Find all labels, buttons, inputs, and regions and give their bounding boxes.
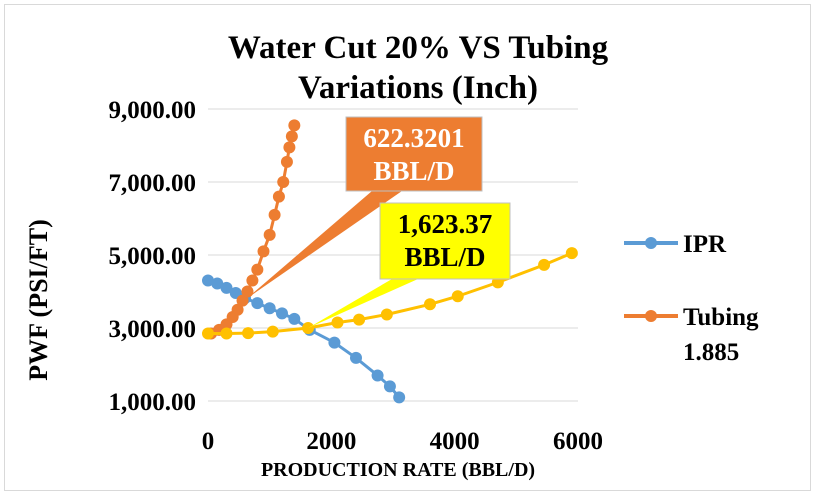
chart-title-line-1: Water Cut 20% VS Tubing [228, 30, 609, 66]
data-point [288, 313, 300, 325]
y-tick-label: 9,000.00 [109, 97, 197, 124]
data-point [264, 302, 276, 314]
legend-tubing-marker [645, 310, 657, 322]
x-tick-label: 2000 [306, 428, 356, 455]
callout-label: BBL/D [373, 156, 454, 186]
legend-ipr-marker [645, 237, 657, 249]
y-axis-title: PWF (PSI/FT) [24, 219, 53, 381]
callout-label: BBL/D [404, 242, 485, 272]
data-point [538, 259, 550, 271]
data-point [452, 290, 464, 302]
callout-label: 622.3201 [363, 123, 464, 153]
data-point [202, 327, 214, 339]
data-point [353, 314, 365, 326]
data-point [251, 264, 263, 276]
x-tick-label: 6000 [553, 428, 603, 455]
chart-title-line-2: Variations (Inch) [298, 70, 538, 106]
y-tick-label: 1,000.00 [109, 389, 197, 416]
y-tick-label: 3,000.00 [109, 316, 197, 343]
data-point [283, 141, 295, 153]
data-point [332, 317, 344, 329]
data-point [273, 191, 285, 203]
data-point [242, 327, 254, 339]
legend-tubing-label-line-2: 1.885 [683, 339, 739, 366]
data-point [267, 326, 279, 338]
legend-tubing-label-line-1: Tubing [683, 304, 759, 331]
data-point [288, 119, 300, 131]
data-point [276, 307, 288, 319]
data-point [424, 298, 436, 310]
data-point [251, 297, 263, 309]
data-point [302, 322, 314, 334]
data-point [264, 229, 276, 241]
x-tick-labels: 0 2000 4000 6000 [202, 428, 603, 455]
callout-label: 1,623.37 [398, 209, 493, 239]
x-axis-title: PRODUCTION RATE (BBL/D) [261, 459, 535, 481]
data-point [281, 156, 293, 168]
data-point [393, 391, 405, 403]
x-tick-label: 0 [202, 428, 215, 455]
data-point [381, 308, 393, 320]
data-point [286, 130, 298, 142]
x-tick-label: 4000 [430, 428, 480, 455]
data-point [372, 369, 384, 381]
legend: IPR Tubing 1.885 [624, 231, 759, 366]
data-point [566, 247, 578, 259]
y-tick-labels: 1,000.00 3,000.00 5,000.00 7,000.00 9,000.00 [109, 97, 197, 416]
data-point [269, 209, 281, 221]
data-point [350, 352, 362, 364]
y-tick-label: 5,000.00 [109, 243, 197, 270]
data-point [277, 176, 289, 188]
data-point [221, 327, 233, 339]
data-point [258, 245, 270, 257]
data-point [384, 380, 396, 392]
data-point [246, 275, 258, 287]
data-point [241, 286, 253, 298]
y-tick-label: 7,000.00 [109, 170, 197, 197]
legend-ipr-label: IPR [683, 231, 727, 258]
data-point [328, 337, 340, 349]
callout-pointer [246, 191, 402, 299]
